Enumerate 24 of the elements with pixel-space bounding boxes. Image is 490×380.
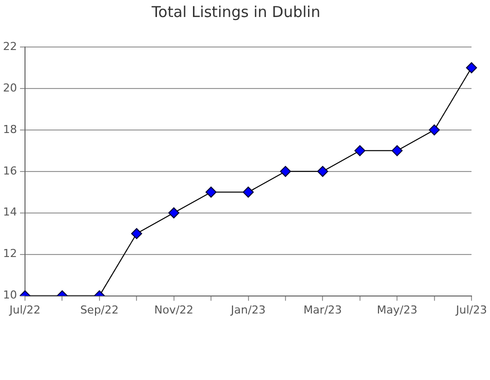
y-tick-label: 12	[2, 247, 17, 260]
point	[354, 145, 366, 156]
x-tick-label: Sep/22	[80, 303, 119, 316]
x-tick-label: May/23	[376, 303, 418, 316]
x-tick-label: Mar/23	[303, 303, 342, 316]
point	[280, 166, 291, 177]
y-tick-label: 22	[2, 40, 17, 53]
point	[168, 207, 180, 218]
x-tick-label: Jan/23	[230, 303, 266, 316]
x-tick-label: Jul/22	[8, 303, 40, 316]
y-tick-label: 10	[2, 288, 17, 302]
x-tick-label: Nov/22	[154, 303, 194, 316]
point	[242, 186, 254, 198]
chart-title: Total Listings in Dublin	[150, 2, 320, 21]
point	[317, 166, 328, 177]
y-tick-label: 20	[2, 81, 17, 94]
point	[206, 186, 217, 198]
y-tick-label: 18	[2, 122, 17, 136]
y-tick-label: 14	[2, 206, 17, 219]
x-tick-label: Jul/23	[455, 303, 488, 316]
point	[131, 228, 142, 240]
point	[428, 124, 440, 136]
point	[392, 145, 403, 156]
y-tick-label: 16	[2, 164, 17, 178]
